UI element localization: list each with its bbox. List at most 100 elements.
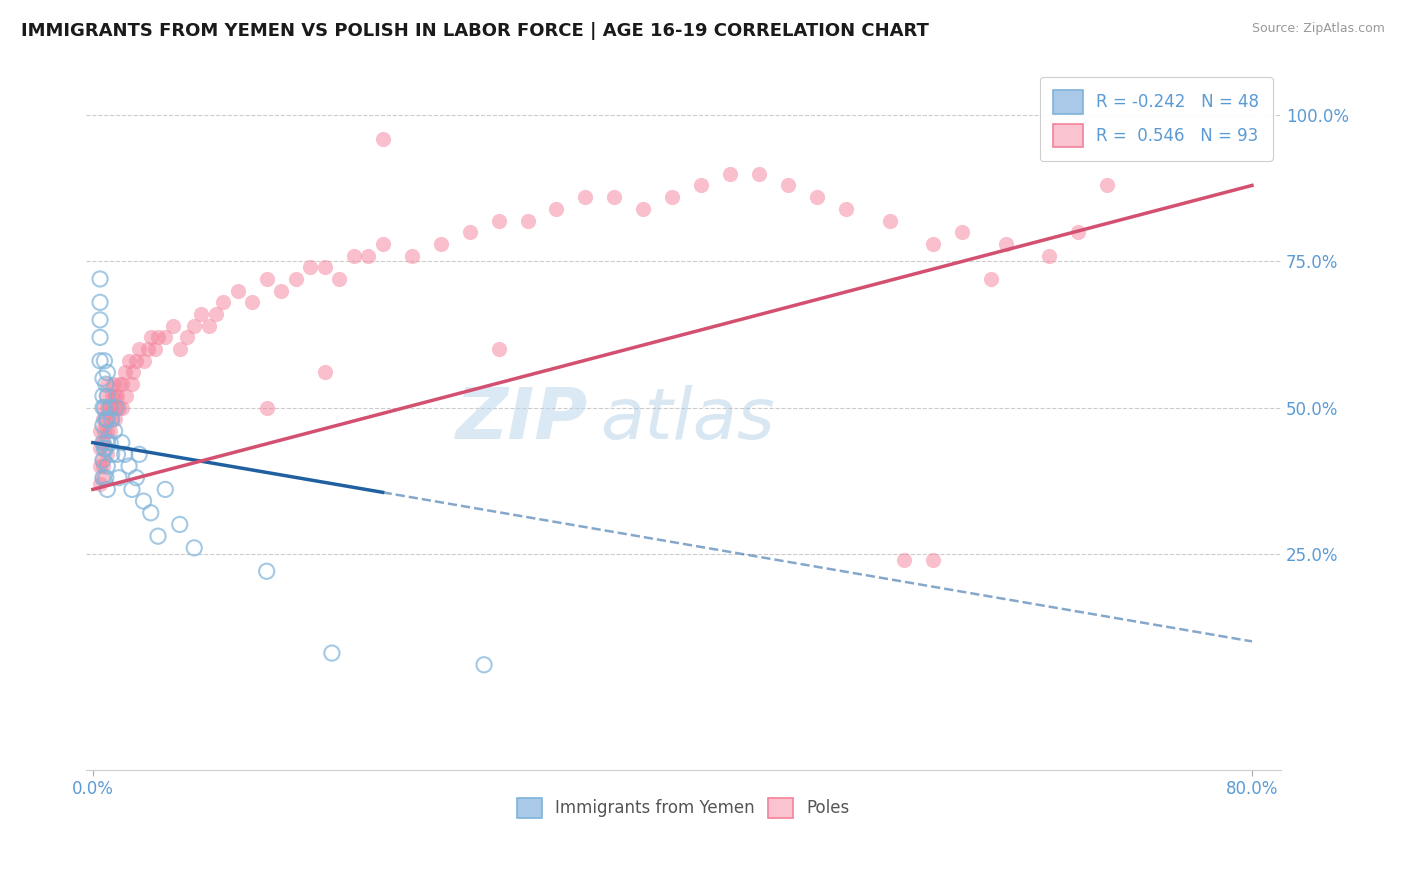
Point	[574, 190, 596, 204]
Point	[125, 471, 148, 485]
Point	[89, 442, 111, 456]
Point	[162, 318, 184, 333]
Point	[1067, 225, 1090, 239]
Point	[96, 377, 118, 392]
Point	[121, 483, 143, 497]
Point	[183, 541, 205, 555]
Point	[256, 564, 278, 578]
Point	[100, 447, 122, 461]
Point	[98, 401, 121, 415]
Point	[128, 342, 150, 356]
Point	[748, 167, 770, 181]
Point	[94, 412, 117, 426]
Point	[115, 389, 138, 403]
Point	[93, 401, 115, 415]
Point	[256, 401, 278, 415]
Point	[176, 330, 198, 344]
Point	[922, 552, 945, 566]
Point	[103, 424, 125, 438]
Text: IMMIGRANTS FROM YEMEN VS POLISH IN LABOR FORCE | AGE 16-19 CORRELATION CHART: IMMIGRANTS FROM YEMEN VS POLISH IN LABOR…	[21, 22, 929, 40]
Point	[89, 458, 111, 473]
Point	[603, 190, 626, 204]
Point	[100, 412, 122, 426]
Point	[128, 447, 150, 461]
Point	[96, 401, 118, 415]
Point	[91, 371, 114, 385]
Point	[284, 272, 307, 286]
Point	[980, 272, 1002, 286]
Point	[118, 353, 141, 368]
Point	[806, 190, 828, 204]
Point	[183, 318, 205, 333]
Point	[122, 366, 145, 380]
Point	[108, 377, 131, 392]
Point	[226, 284, 249, 298]
Point	[136, 342, 159, 356]
Point	[89, 353, 111, 368]
Point	[94, 389, 117, 403]
Point	[1038, 249, 1060, 263]
Point	[205, 307, 228, 321]
Point	[114, 366, 136, 380]
Point	[488, 213, 510, 227]
Point	[103, 389, 125, 403]
Point	[633, 202, 655, 216]
Point	[879, 213, 901, 227]
Point	[93, 442, 115, 456]
Point	[108, 401, 131, 415]
Point	[429, 236, 451, 251]
Point	[690, 178, 713, 193]
Point	[197, 318, 219, 333]
Point	[96, 389, 118, 403]
Point	[546, 202, 568, 216]
Point	[661, 190, 683, 204]
Point	[472, 657, 495, 672]
Text: atlas: atlas	[599, 384, 775, 454]
Point	[94, 377, 117, 392]
Point	[155, 330, 177, 344]
Point	[146, 529, 169, 543]
Point	[91, 412, 114, 426]
Point	[100, 412, 122, 426]
Point	[371, 131, 394, 145]
Point	[93, 401, 115, 415]
Point	[96, 435, 118, 450]
Point	[994, 236, 1017, 251]
Point	[96, 424, 118, 438]
Point	[93, 424, 115, 438]
Point	[89, 295, 111, 310]
Point	[299, 260, 322, 275]
Point	[89, 272, 111, 286]
Point	[111, 377, 134, 392]
Point	[111, 435, 134, 450]
Point	[118, 458, 141, 473]
Point	[105, 401, 128, 415]
Point	[103, 412, 125, 426]
Point	[94, 412, 117, 426]
Text: ZIP: ZIP	[456, 384, 588, 454]
Text: Source: ZipAtlas.com: Source: ZipAtlas.com	[1251, 22, 1385, 36]
Point	[169, 517, 191, 532]
Point	[91, 453, 114, 467]
Point	[91, 458, 114, 473]
Point	[321, 646, 343, 660]
Point	[343, 249, 366, 263]
Point	[91, 435, 114, 450]
Point	[950, 225, 973, 239]
Point	[90, 471, 112, 485]
Point	[107, 389, 129, 403]
Point	[212, 295, 235, 310]
Point	[139, 330, 162, 344]
Point	[111, 401, 134, 415]
Point	[96, 447, 118, 461]
Point	[270, 284, 292, 298]
Legend: Immigrants from Yemen, Poles: Immigrants from Yemen, Poles	[510, 791, 856, 825]
Point	[718, 167, 741, 181]
Point	[91, 389, 114, 403]
Point	[121, 377, 143, 392]
Point	[91, 471, 114, 485]
Point	[100, 389, 122, 403]
Point	[256, 272, 278, 286]
Point	[96, 458, 118, 473]
Point	[146, 330, 169, 344]
